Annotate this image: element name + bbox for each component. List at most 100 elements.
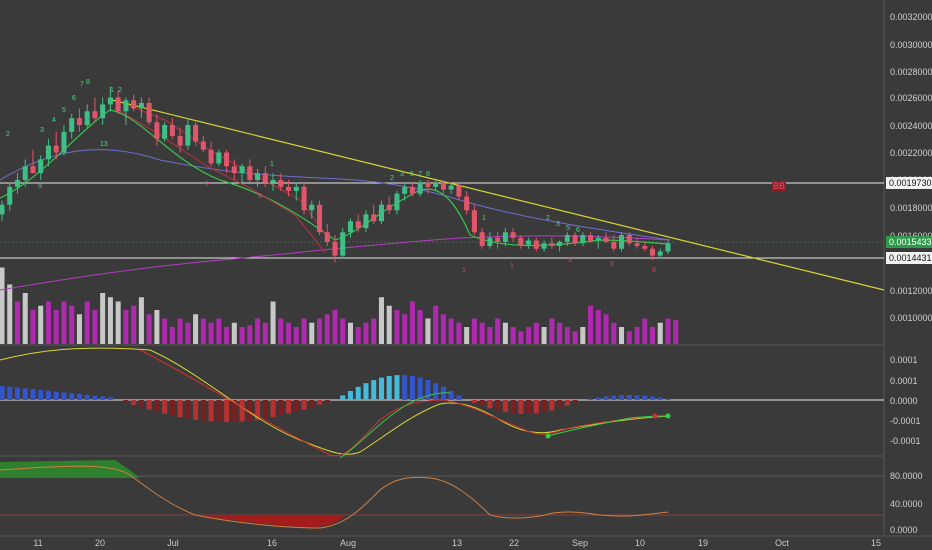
volume-bar [541,327,547,344]
candle-body [92,111,98,119]
histogram-bar [324,400,330,403]
count-label: 8 [426,171,430,178]
volume-bar [479,322,485,344]
candle-body [533,240,539,249]
histogram-bar [402,375,408,400]
count-label: 1 [270,161,274,168]
histogram-bar [224,400,230,422]
volume-bar [177,318,183,344]
count-label: 1 [482,215,486,222]
volume-bar [603,314,609,344]
candle-body [371,214,377,222]
volume-bar [301,318,307,344]
histogram-bar [76,394,82,400]
volume-bar [262,322,268,344]
histogram-bar [557,400,563,409]
histogram-bar [239,400,245,422]
stoch-oversold-fill [195,515,345,528]
volume-bar [293,327,299,344]
count-label: 9 [568,257,572,264]
candle-body [564,235,570,242]
histogram-bar [572,400,578,403]
macd-cross-dot [665,413,671,419]
descending-trendline[interactable] [111,99,885,291]
stoch-axis: 80.0000 40.0000 0.0000 [890,471,923,535]
volume-bar [69,305,75,344]
macd-line-recovery [547,415,669,437]
volume-bar [185,322,191,344]
ma-fast-line [0,109,671,247]
candle-body [557,241,563,246]
candle-body [440,182,446,190]
volume-bar [255,318,261,344]
price-tag-label: 0.0019730 [889,178,932,188]
histogram-bar [649,396,656,400]
volume-bar [107,297,113,344]
count-label: 2 [118,87,122,94]
count-label: 6 [576,227,580,234]
candle-body [378,204,384,222]
bb-marker[interactable] [772,181,786,191]
volume-bar [409,301,415,344]
time-tick-label: Aug [340,538,356,548]
candle-body [309,204,315,211]
histogram-bar [200,400,206,421]
candle-body [177,136,183,146]
histogram-bar [417,377,423,400]
volume-bar [433,305,439,344]
histogram-bar [371,380,377,400]
volume-bar [649,327,656,344]
price-tick-label: 0.0030000 [890,40,932,50]
candle-body [169,125,175,136]
volume-bar [588,305,594,344]
candle-body [247,166,253,180]
volume-bar [208,322,214,344]
candle-body [84,111,90,125]
volume-bar [425,318,431,344]
candle-body [185,125,191,146]
volume-bar [634,327,640,344]
candle-body [324,232,330,242]
volume-bar [355,327,361,344]
candle-body [193,125,199,142]
time-tick-label: Oct [775,538,790,548]
time-tick-label: 11 [33,538,42,548]
volume-bar [45,301,51,344]
volume-bar [123,310,129,344]
histogram-bar [526,400,532,414]
count-label: 7 [80,81,84,88]
histogram-bar [84,394,90,400]
candle-body [502,232,508,242]
histogram-bar [293,400,299,412]
histogram-bar [301,400,307,410]
volume-bar [7,284,13,344]
candle-body [138,103,144,109]
bb-annotation: BB [773,181,785,191]
histogram-bar [123,400,129,403]
candle-body [479,232,485,246]
volume-bar [347,322,354,344]
candle-body [216,152,222,164]
volume-bar [53,310,59,344]
volume-bar [471,318,477,344]
candle-body [526,240,532,245]
histogram-bar [38,390,44,400]
candle-body [417,182,423,194]
volume-bar [533,322,539,344]
histogram-bar [162,400,168,414]
volume-bar [138,297,144,344]
histogram-bar [564,400,570,406]
volume-bar [309,322,315,344]
histogram-bar [154,400,160,412]
histogram-bar [487,400,493,409]
histogram-bar [409,375,415,400]
volume-bar [61,301,67,344]
count-label: 1 [510,263,514,270]
oscillator-axis: 0.0001 0.0001 0.0000 -0.0001 -0.0001 [890,355,921,446]
volume-bar [162,318,168,344]
volume-bar [673,320,679,344]
volume-bar [169,327,175,344]
histogram-bar [510,400,516,414]
histogram-bar [45,390,51,400]
